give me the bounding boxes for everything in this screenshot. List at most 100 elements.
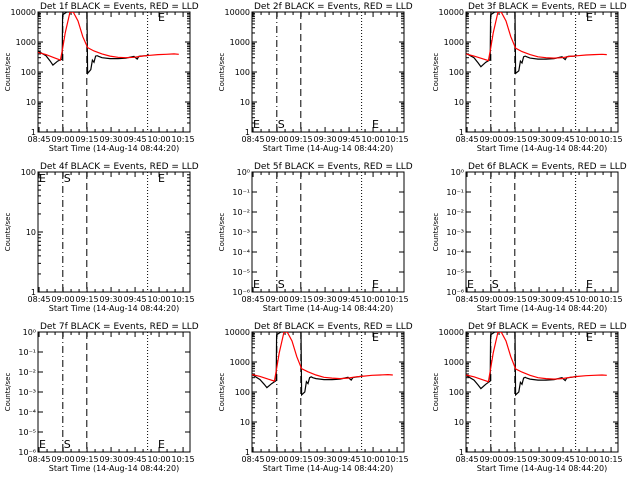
x-axis-label: Start Time (14-Aug-14 08:44:20) xyxy=(49,464,180,473)
x-tick-label: 09:30 xyxy=(314,135,337,144)
series-lld xyxy=(466,332,607,383)
x-axis-label: Start Time (14-Aug-14 08:44:20) xyxy=(49,304,180,313)
end-label: E xyxy=(158,11,165,24)
plot-frame xyxy=(251,331,405,453)
x-tick-label: 09:30 xyxy=(528,295,551,304)
y-tick-label: 10 xyxy=(454,98,464,107)
x-tick-label: 09:15 xyxy=(76,455,99,464)
y-tick-label: 100 xyxy=(235,388,250,397)
y-tick-label: 10000 xyxy=(225,8,250,17)
x-tick-label: 09:30 xyxy=(528,135,551,144)
panel-det-1: Det 1f BLACK = Events, RED = LLD 1 10 100 10… xyxy=(4,2,199,153)
x-tick-label: 08:45 xyxy=(28,455,51,464)
y-tick-label: 10 xyxy=(26,228,36,237)
x-tick-label: 09:15 xyxy=(76,135,99,144)
x-tick-label: 08:45 xyxy=(28,295,51,304)
start-label: S xyxy=(64,438,71,451)
x-tick-label: 08:45 xyxy=(456,295,479,304)
panel-title: Det 5f BLACK = Events, RED = LLD xyxy=(254,162,413,172)
end-label: E xyxy=(372,118,379,131)
series-lld xyxy=(252,332,393,382)
plot-frame xyxy=(37,171,191,293)
y-tick-label: 10⁻⁵ xyxy=(232,268,250,277)
y-tick-label: 1 xyxy=(31,288,36,297)
series-events xyxy=(466,12,577,75)
x-axis-label: Start Time (14-Aug-14 08:44:20) xyxy=(49,144,180,153)
y-tick-label: 10⁻⁶ xyxy=(18,448,36,457)
y-tick-label: 100 xyxy=(235,68,250,77)
x-axis-label: Start Time (14-Aug-14 08:44:20) xyxy=(263,144,394,153)
y-tick-label: 1000 xyxy=(230,38,250,47)
panel-title: Det 9f BLACK = Events, RED = LLD xyxy=(468,322,627,332)
y-axis-label: Counts/sec xyxy=(4,213,12,252)
y-tick-label: 1 xyxy=(245,448,250,457)
y-tick-label: 10⁻⁴ xyxy=(18,408,36,417)
plot-frame xyxy=(465,171,619,293)
edge-e-label: E xyxy=(39,172,46,185)
x-tick-label: 08:45 xyxy=(456,455,479,464)
x-tick-label: 09:30 xyxy=(314,295,337,304)
series-lld xyxy=(466,12,607,62)
x-tick-label: 09:15 xyxy=(504,295,527,304)
panel-det-9: Det 9f BLACK = Events, RED = LLD 1 10 100 10… xyxy=(432,322,627,473)
edge-e-label: E xyxy=(467,278,474,291)
y-tick-label: 10000 xyxy=(225,328,250,337)
series-events xyxy=(252,332,363,397)
panel-det-8: Det 8f BLACK = Events, RED = LLD 1 10 100 10… xyxy=(218,322,413,473)
x-tick-label: 09:30 xyxy=(100,455,123,464)
y-tick-label: 10⁰ xyxy=(237,168,250,177)
x-tick-label: 09:15 xyxy=(290,455,313,464)
x-tick-label: 10:00 xyxy=(362,295,385,304)
panel-title: Det 2f BLACK = Events, RED = LLD xyxy=(254,2,413,12)
y-axis-label: Counts/sec xyxy=(218,213,226,252)
x-tick-label: 09:45 xyxy=(552,295,575,304)
end-label: E xyxy=(372,331,379,344)
y-tick-label: 10⁻³ xyxy=(232,228,250,237)
y-tick-label: 1 xyxy=(31,128,36,137)
y-tick-label: 10⁻² xyxy=(18,368,36,377)
end-label: E xyxy=(586,278,593,291)
plot-frame xyxy=(37,11,191,133)
x-tick-label: 10:15 xyxy=(386,135,409,144)
plot-frame xyxy=(37,331,191,453)
y-tick-label: 100 xyxy=(21,68,36,77)
y-tick-label: 10⁰ xyxy=(23,328,36,337)
panel-det-4: Det 4f BLACK = Events, RED = LLD 1 10 100 08… xyxy=(4,162,199,313)
edge-e-label: E xyxy=(253,118,260,131)
x-tick-label: 09:45 xyxy=(552,455,575,464)
series-events xyxy=(466,332,577,397)
x-tick-label: 10:00 xyxy=(362,135,385,144)
y-tick-label: 10 xyxy=(454,418,464,427)
y-tick-label: 1000 xyxy=(444,358,464,367)
x-tick-label: 09:00 xyxy=(52,135,75,144)
x-tick-label: 08:45 xyxy=(242,295,265,304)
x-tick-label: 09:00 xyxy=(480,295,503,304)
y-tick-label: 10⁻⁵ xyxy=(18,428,36,437)
y-tick-label: 100 xyxy=(449,68,464,77)
x-tick-label: 09:15 xyxy=(290,295,313,304)
x-tick-label: 09:45 xyxy=(124,135,147,144)
plot-frame xyxy=(465,331,619,453)
x-tick-label: 09:45 xyxy=(124,455,147,464)
end-label: E xyxy=(586,11,593,24)
end-label: E xyxy=(158,438,165,451)
x-tick-label: 09:30 xyxy=(100,135,123,144)
x-tick-label: 10:00 xyxy=(576,135,599,144)
x-tick-label: 09:00 xyxy=(266,135,289,144)
x-tick-label: 10:00 xyxy=(576,295,599,304)
y-tick-label: 1 xyxy=(459,448,464,457)
y-tick-label: 10⁻¹ xyxy=(232,188,250,197)
y-tick-label: 1 xyxy=(459,128,464,137)
y-tick-label: 10⁰ xyxy=(451,168,464,177)
x-tick-label: 09:00 xyxy=(266,295,289,304)
y-tick-label: 10⁻¹ xyxy=(18,348,36,357)
y-tick-label: 10⁻⁶ xyxy=(446,288,464,297)
x-axis-label: Start Time (14-Aug-14 08:44:20) xyxy=(477,144,608,153)
x-tick-label: 09:45 xyxy=(124,295,147,304)
y-tick-label: 10000 xyxy=(439,8,464,17)
series-lld xyxy=(38,12,179,61)
panel-det-6: Det 6f BLACK = Events, RED = LLD 10⁻⁶ 10⁻⁵… xyxy=(432,162,627,313)
x-axis-label: Start Time (14-Aug-14 08:44:20) xyxy=(263,464,394,473)
x-tick-label: 09:45 xyxy=(552,135,575,144)
x-tick-label: 09:45 xyxy=(338,295,361,304)
